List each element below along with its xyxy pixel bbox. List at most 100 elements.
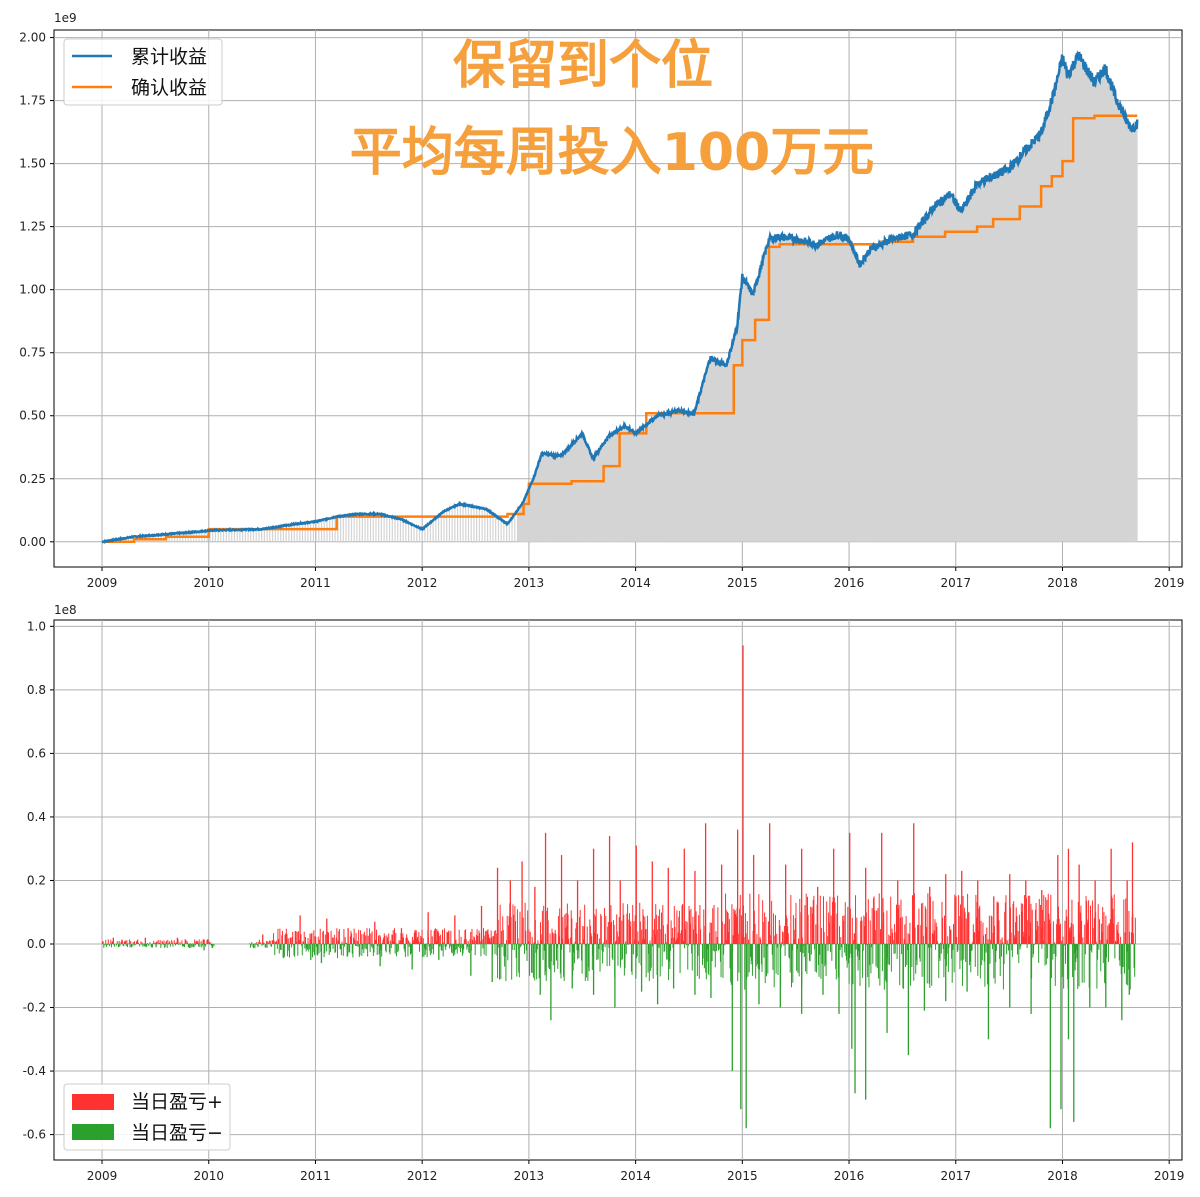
bar-loss xyxy=(814,944,816,950)
bar-loss xyxy=(879,944,881,986)
bar-profit xyxy=(547,907,549,944)
bar-profit-peak xyxy=(833,848,835,944)
bar-profit xyxy=(609,922,611,944)
bar-loss xyxy=(445,944,447,947)
bar-loss xyxy=(530,944,532,945)
bar-loss xyxy=(992,944,994,950)
bar-profit xyxy=(1042,940,1044,944)
bar-profit xyxy=(137,942,139,944)
bar-loss xyxy=(429,944,431,956)
bar-loss-peak xyxy=(1030,944,1032,1014)
bar-loss xyxy=(569,944,571,953)
bar-profit xyxy=(1027,920,1029,944)
bar-loss xyxy=(830,944,832,952)
bar-loss xyxy=(986,944,988,985)
bar-loss-peak xyxy=(923,944,926,1011)
bar-profit xyxy=(754,923,756,944)
bar-profit xyxy=(1043,895,1045,944)
bar-profit xyxy=(700,929,702,944)
bar-profit xyxy=(615,940,617,944)
bar-loss xyxy=(563,944,565,977)
bar-loss xyxy=(504,944,506,967)
bar-profit xyxy=(610,905,612,944)
bar-profit xyxy=(443,942,445,944)
bar-loss xyxy=(1066,944,1068,980)
bar-loss xyxy=(187,944,189,948)
bar-loss-peak xyxy=(518,944,520,973)
bar-loss-peak xyxy=(758,944,760,1005)
bar-profit xyxy=(399,942,401,944)
bar-profit xyxy=(392,930,394,944)
bar-profit xyxy=(1099,940,1101,944)
bar-loss xyxy=(965,944,967,962)
bar-profit xyxy=(294,931,296,944)
bar-loss xyxy=(1122,944,1124,967)
bar-loss xyxy=(325,944,327,945)
bar-loss xyxy=(513,944,515,950)
bar-profit xyxy=(920,925,922,944)
bar-loss xyxy=(485,944,487,956)
bar-loss xyxy=(534,944,536,981)
bar-profit-peak xyxy=(977,880,979,944)
bar-profit xyxy=(420,935,422,944)
bar-loss-peak xyxy=(710,944,712,998)
bar-loss xyxy=(347,944,349,945)
bar-loss xyxy=(129,944,131,948)
bar-loss xyxy=(1011,944,1013,951)
bar-profit xyxy=(907,933,909,944)
bar-loss xyxy=(921,944,923,977)
bar-loss xyxy=(661,944,663,967)
bar-loss xyxy=(271,944,273,947)
bar-loss xyxy=(951,944,953,959)
bar-profit xyxy=(1010,932,1012,944)
bar-loss xyxy=(561,944,563,950)
bar-profit xyxy=(379,936,381,944)
bar-profit xyxy=(770,940,772,944)
bar-profit-peak xyxy=(1067,848,1070,944)
bar-loss xyxy=(328,944,330,955)
bar-profit xyxy=(303,941,305,944)
bar-profit xyxy=(932,901,934,944)
bar-profit-peak xyxy=(496,867,499,944)
bar-profit-peak xyxy=(1094,880,1096,944)
bar-profit xyxy=(986,927,988,944)
bar-profit xyxy=(728,919,730,944)
bar-loss xyxy=(144,944,146,947)
bar-loss xyxy=(814,944,816,972)
bar-profit xyxy=(828,922,830,944)
bar-loss xyxy=(591,944,593,971)
bar-profit xyxy=(1130,932,1132,944)
bar-loss xyxy=(902,944,904,989)
bar-loss xyxy=(313,944,315,956)
bar-profit xyxy=(920,903,922,944)
bar-profit-peak xyxy=(480,905,483,944)
bar-profit xyxy=(646,915,648,944)
bar-loss xyxy=(620,944,622,961)
bar-loss xyxy=(198,944,200,947)
bar-profit xyxy=(949,929,951,944)
bar-loss xyxy=(969,944,971,962)
bar-loss xyxy=(305,944,307,952)
bar-loss xyxy=(876,944,878,969)
bar-profit xyxy=(898,904,900,944)
bar-loss xyxy=(767,944,769,974)
bar-profit xyxy=(586,926,588,944)
top-tick-labels: 2009 2010 2011 2012 2013 2014 2015 2016 2017 2018… xyxy=(19,31,1184,590)
bar-loss-peak xyxy=(310,944,312,960)
bar-profit xyxy=(922,935,924,944)
bar-loss xyxy=(970,944,972,973)
bar-loss xyxy=(261,944,263,946)
bar-profit xyxy=(406,937,408,944)
bar-profit xyxy=(177,939,179,944)
bar-loss xyxy=(1081,944,1083,983)
top-tick-label-x: 2010 xyxy=(193,576,224,590)
bar-loss xyxy=(901,944,903,955)
bar-loss xyxy=(308,944,310,950)
bar-loss xyxy=(520,944,522,948)
bar-loss xyxy=(1127,944,1129,970)
bar-loss xyxy=(545,944,547,972)
cumulative-profit-chart: 2009 2010 2011 2012 2013 2014 2015 2016 2017 2018… xyxy=(19,11,1184,590)
bar-profit xyxy=(277,928,279,944)
bar-loss xyxy=(365,944,367,950)
bar-profit xyxy=(541,910,543,944)
